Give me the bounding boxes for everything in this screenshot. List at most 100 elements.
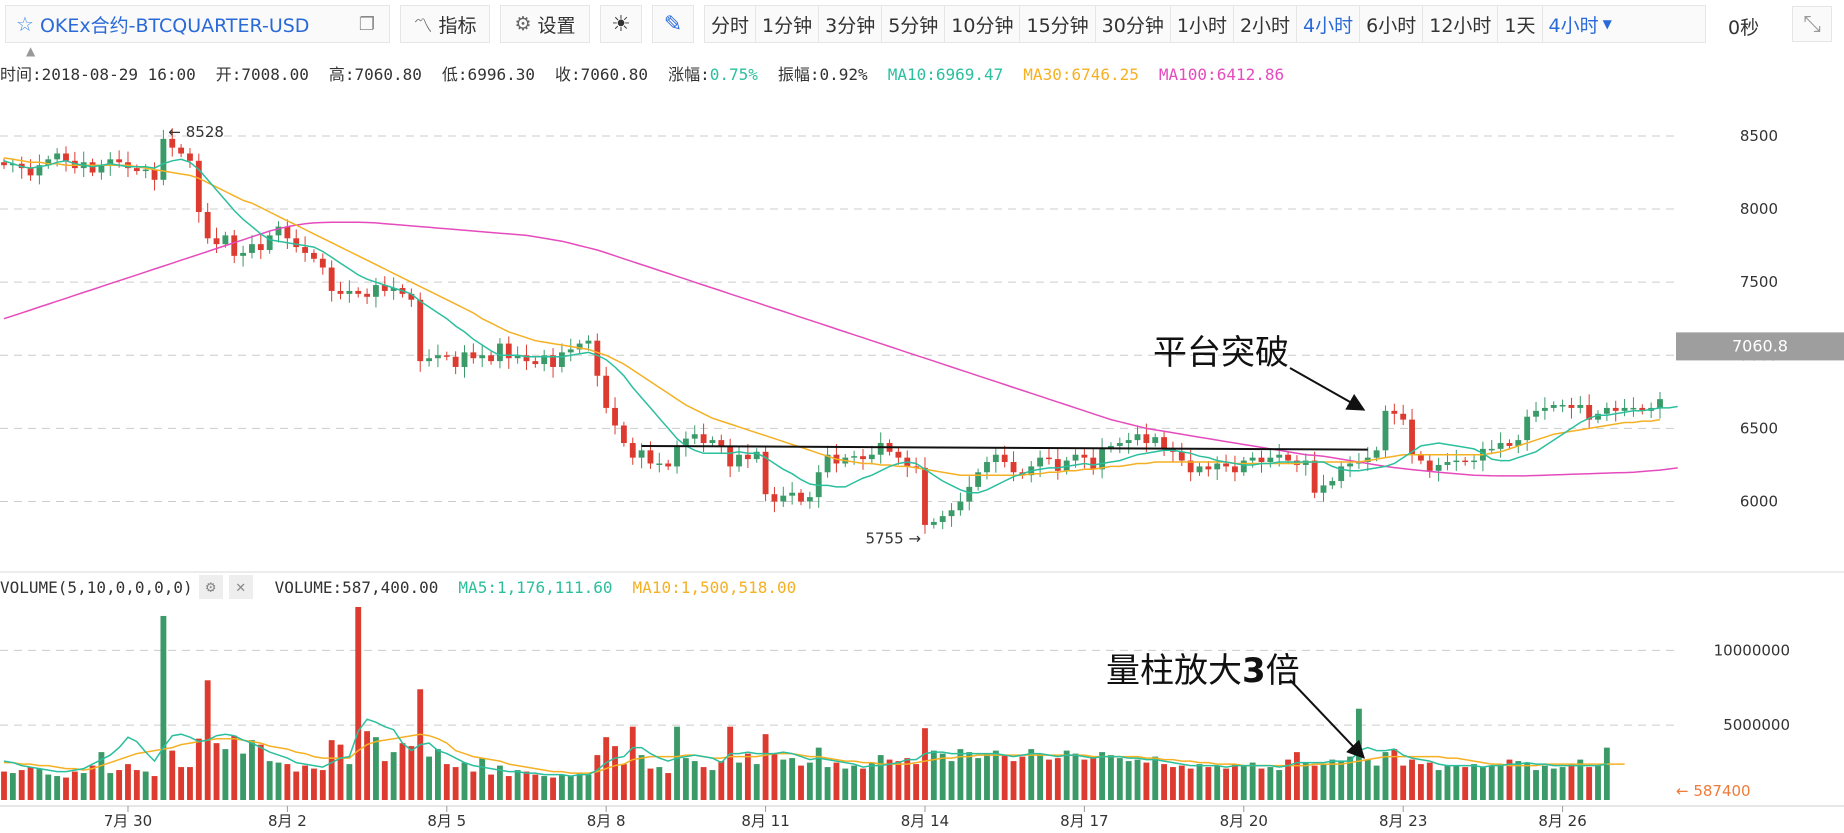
volume-bar [381, 761, 388, 800]
volume-bar [886, 759, 893, 800]
candle-body [195, 160, 202, 212]
candle-body [780, 495, 787, 502]
candle-body [496, 343, 503, 362]
fullscreen-button[interactable]: ⤡ [1792, 6, 1832, 42]
annotation-volume-suffix: 倍 [1265, 651, 1300, 691]
candle-body [922, 467, 928, 525]
indicators-button[interactable]: 〽 指标 [400, 5, 490, 43]
volume-bar [311, 768, 317, 800]
volume-bar [612, 746, 618, 800]
interval-1[interactable]: 1分钟 [756, 6, 820, 42]
candle-body [1524, 416, 1531, 441]
pencil-icon: ✎ [663, 11, 683, 37]
volume-bar [1223, 768, 1229, 800]
theme-toggle-button[interactable]: ☀ [600, 5, 642, 43]
candle-body [1143, 434, 1150, 444]
volume-bar [1577, 759, 1584, 800]
volume-bar [213, 743, 220, 800]
collapse-icon: ⤡ [1803, 11, 1821, 37]
volume-title: VOLUME(5,10,0,0,0,0) [0, 577, 193, 597]
interval-dropdown[interactable]: 4小时 ▼ [1543, 6, 1618, 42]
x-tick-label: 8月 23 [1379, 812, 1427, 830]
interval-5[interactable]: 15分钟 [1020, 6, 1096, 42]
volume-bar [496, 765, 503, 800]
interval-4[interactable]: 10分钟 [945, 6, 1021, 42]
interval-8[interactable]: 2小时 [1234, 6, 1298, 42]
interval-dropdown-label: 4小时 [1548, 14, 1599, 37]
symbol-selector[interactable]: ☆ OKEx合约-BTCQUARTER-USD ❐ [5, 5, 390, 43]
candle-body [567, 349, 574, 353]
settings-button[interactable]: ⚙ 设置 [500, 5, 590, 43]
volume-bar [1090, 756, 1097, 800]
candle-body [151, 169, 158, 180]
volume-bar [1161, 764, 1168, 800]
interval-12[interactable]: 1天 [1498, 6, 1543, 42]
sun-icon: ☀ [611, 11, 631, 37]
volume-bar [1391, 749, 1398, 800]
countdown: 0秒 [1728, 17, 1760, 39]
candle-body [1497, 443, 1504, 449]
volume-bar [1320, 764, 1327, 800]
interval-2[interactable]: 3分钟 [819, 6, 883, 42]
interval-9[interactable]: 4小时 [1297, 6, 1361, 42]
volume-settings-icon[interactable]: ⚙ [198, 575, 223, 599]
candle-body [1444, 462, 1451, 465]
star-icon[interactable]: ☆ [16, 12, 34, 36]
volume-bar [1302, 762, 1309, 800]
price-tick-label: 7500 [1740, 273, 1778, 291]
volume-bar [408, 746, 415, 800]
candle-body [1515, 440, 1522, 446]
candle-body [1187, 460, 1194, 473]
candle-body [1603, 407, 1610, 414]
candle-body [178, 147, 185, 154]
volume-bar [1063, 750, 1070, 800]
candle-body [1267, 457, 1274, 463]
volume-close-icon[interactable]: ✕ [228, 575, 253, 599]
volume-ma5: MA5:1,176,111.60 [458, 577, 613, 597]
interval-10[interactable]: 6小时 [1360, 6, 1424, 42]
volume-tick-label: 10000000 [1714, 641, 1790, 659]
volume-bar [231, 735, 238, 800]
candle-body [682, 438, 689, 446]
candle-body [860, 456, 866, 460]
volume-arrow [1289, 679, 1366, 759]
x-tick-label: 8月 5 [427, 812, 466, 830]
candle-body [939, 516, 946, 522]
candle-body [1559, 405, 1566, 407]
candle-body [417, 299, 424, 362]
x-tick-label: 8月 26 [1538, 812, 1586, 830]
volume-bar [1559, 767, 1566, 800]
candle-body [629, 443, 636, 458]
candle-body [1054, 459, 1061, 471]
volume-bar [80, 773, 87, 800]
volume-bar [319, 770, 326, 800]
volume-bar [798, 765, 804, 800]
support-line [641, 444, 1368, 451]
info-ma10: MA10:6969.47 [887, 65, 1004, 84]
candle-body [1577, 405, 1584, 408]
draw-tool-button[interactable]: ✎ [652, 5, 694, 43]
price-tick-label: 8500 [1740, 127, 1778, 145]
interval-11[interactable]: 12小时 [1423, 6, 1499, 42]
info-change: 涨幅:0.75% [668, 65, 758, 84]
volume-bar [842, 768, 849, 800]
collapse-arrow-icon[interactable]: ▲ [26, 44, 36, 58]
interval-7[interactable]: 1小时 [1171, 6, 1234, 42]
last-price-tag [1676, 332, 1844, 361]
candle-body [1276, 454, 1283, 458]
annotation-volume-prefix: 量柱放大 [1106, 651, 1242, 691]
candle-body [54, 153, 61, 160]
candle-body [1426, 460, 1433, 471]
volume-bar [674, 726, 680, 800]
candle-body [27, 168, 34, 176]
info-amplitude: 振幅:0.92% [777, 65, 868, 84]
interval-3[interactable]: 5分钟 [882, 6, 946, 42]
copy-icon[interactable]: ❐ [358, 13, 375, 35]
candle-body [204, 211, 211, 239]
interval-6[interactable]: 30分钟 [1096, 6, 1171, 42]
interval-0[interactable]: 分时 [705, 6, 757, 42]
ohlc-info-bar: 时间:2018-08-29 16:00 开:7008.00 高:7060.80 低:6… [0, 61, 1304, 85]
volume-bar [1054, 758, 1061, 800]
annotation-volume-bold: 3 [1242, 651, 1266, 691]
